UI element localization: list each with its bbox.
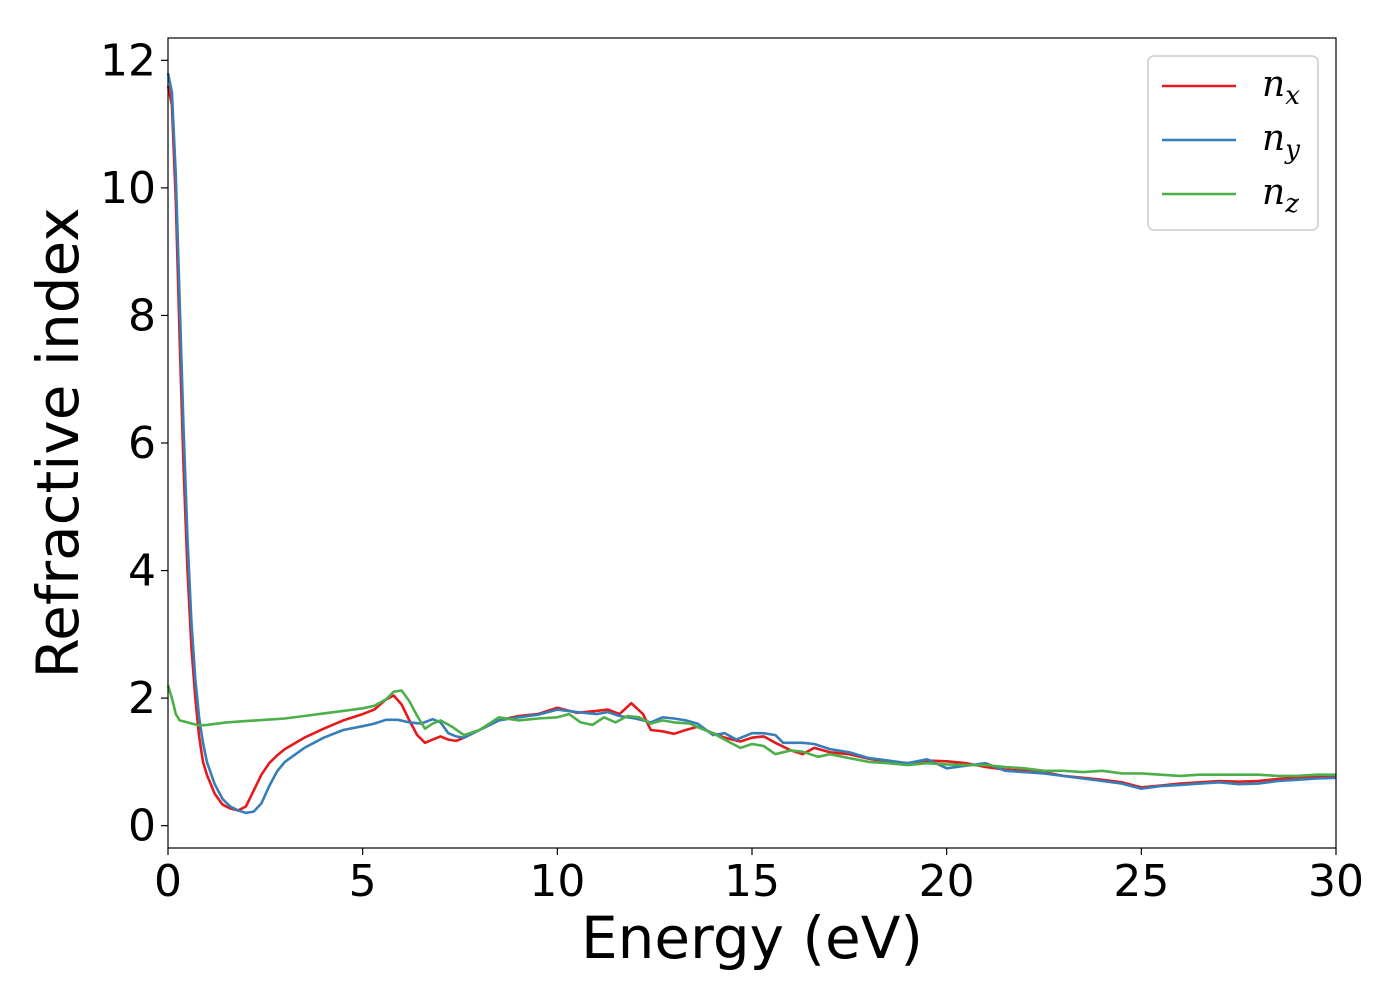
series-line-z: [166, 685, 1336, 778]
series-line-y: [166, 72, 1337, 815]
y-tick-label: 10: [100, 163, 156, 214]
legend: nx ny nz: [1147, 55, 1319, 231]
y-tick-label: 12: [100, 35, 156, 86]
y-axis-label: Refractive index: [24, 207, 92, 678]
x-axis-label: Energy (eV): [581, 904, 923, 972]
y-tick-label: 0: [128, 801, 156, 852]
legend-label-z: nz: [1262, 172, 1299, 219]
x-tick-label: 15: [724, 856, 780, 907]
x-tick-label: 20: [919, 856, 975, 907]
y-tick-label: 4: [128, 546, 156, 597]
legend-box: [1147, 55, 1319, 231]
y-tick-label: 6: [128, 418, 156, 469]
series-layer: [166, 72, 1337, 815]
x-tick-label: 0: [154, 856, 182, 907]
y-axis: 0 2 4 6 8 10 12: [100, 35, 168, 852]
x-tick-label: 25: [1113, 856, 1169, 907]
y-tick-label: 8: [128, 290, 156, 341]
x-tick-label: 10: [529, 856, 585, 907]
x-tick-label: 5: [349, 856, 377, 907]
y-tick-label: 2: [128, 673, 156, 724]
legend-label-y: ny: [1262, 118, 1300, 165]
x-axis: 0 5 10 15 20 25 30: [154, 848, 1364, 907]
legend-label-x: nx: [1262, 64, 1300, 111]
x-tick-label: 30: [1308, 856, 1364, 907]
